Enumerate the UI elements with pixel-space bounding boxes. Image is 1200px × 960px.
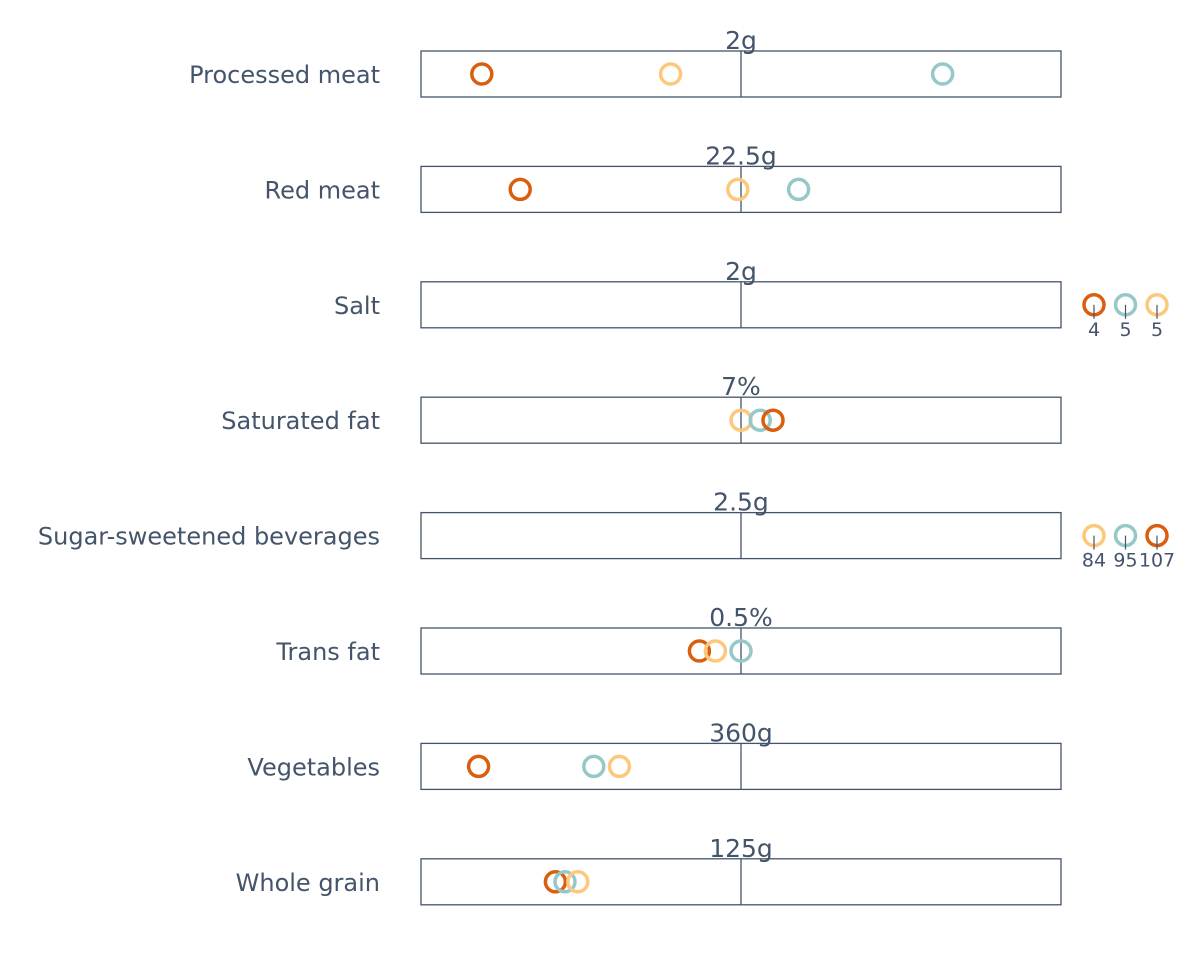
row-red-meat: Red meat 22.5g [265, 141, 1062, 214]
row-label: Red meat [265, 176, 381, 204]
data-point-teal [786, 177, 811, 202]
target-label: 360g [709, 718, 773, 747]
row-sugar-sweetened-beverages: Sugar-sweetened beverages 2.5g 84 95 107 [38, 488, 1175, 572]
out-of-range-value: 84 [1082, 550, 1106, 572]
data-point-yellow [726, 177, 750, 202]
row-label: Sugar-sweetened beverages [38, 523, 380, 551]
data-point-teal [582, 754, 606, 779]
row-label: Trans fat [275, 638, 380, 666]
target-label: 2g [725, 26, 757, 55]
data-point-orange [508, 177, 532, 202]
row-whole-grain: Whole grain 125g [236, 834, 1062, 906]
out-of-range-value: 107 [1139, 550, 1175, 572]
row-trans-fat: Trans fat 0.5% [275, 603, 1062, 675]
data-point-yellow [703, 639, 728, 663]
out-of-range-value: 95 [1113, 550, 1137, 572]
data-point-orange [761, 408, 785, 432]
data-point-orange [466, 754, 491, 779]
target-label: 0.5% [709, 603, 773, 632]
target-label: 2g [725, 257, 757, 286]
row-vegetables: Vegetables 360g [247, 718, 1062, 791]
target-label: 7% [721, 372, 761, 401]
target-label: 125g [709, 834, 773, 863]
row-processed-meat: Processed meat 2g [189, 26, 1062, 98]
row-label: Whole grain [236, 869, 380, 897]
row-saturated-fat: Saturated fat 7% [221, 372, 1062, 444]
row-label: Saturated fat [221, 407, 380, 435]
data-point-teal [930, 62, 955, 86]
data-point-yellow [566, 870, 590, 894]
out-of-range-value: 5 [1119, 319, 1131, 341]
row-label: Salt [334, 292, 380, 320]
data-point-teal [748, 408, 772, 432]
data-point-teal [729, 639, 753, 663]
data-point-teal [553, 870, 577, 894]
target-label: 22.5g [705, 141, 777, 170]
data-point-yellow [607, 754, 632, 779]
data-point-orange [687, 639, 712, 663]
data-point-yellow [658, 62, 683, 86]
row-label: Processed meat [189, 61, 380, 89]
target-label: 2.5g [713, 488, 769, 517]
out-of-range-value: 4 [1088, 319, 1100, 341]
data-point-orange [470, 62, 494, 86]
data-point-orange [543, 870, 568, 894]
row-label: Vegetables [247, 753, 380, 781]
out-of-range-value: 5 [1151, 319, 1163, 341]
